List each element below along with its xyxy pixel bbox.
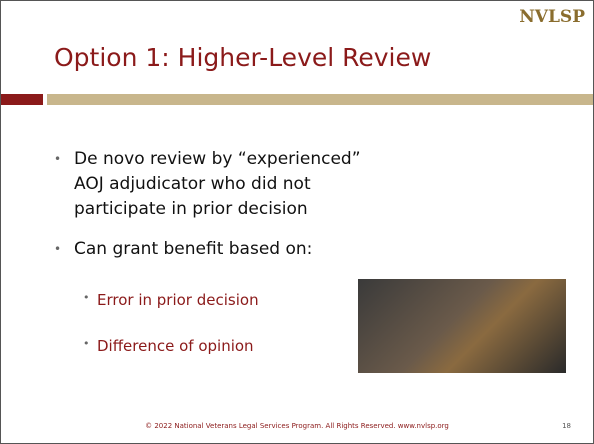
- sub-bullet: Error in prior decision: [97, 291, 259, 309]
- footer: © 2022 National Veterans Legal Services …: [1, 422, 593, 430]
- logo: NVLSP: [519, 7, 585, 27]
- accent-bar: [1, 94, 43, 105]
- accent-bar: [47, 94, 593, 105]
- slide: NVLSP Option 1: Higher-Level Review De n…: [0, 0, 594, 444]
- bullet: Can grant benefit based on:: [74, 237, 474, 262]
- bullet: De novo review by “experienced” AOJ adju…: [74, 147, 374, 222]
- gavel-photo: [358, 279, 566, 373]
- slide-title: Option 1: Higher-Level Review: [54, 43, 431, 72]
- page-number: 18: [562, 422, 571, 430]
- sub-bullet: Difference of opinion: [97, 337, 254, 355]
